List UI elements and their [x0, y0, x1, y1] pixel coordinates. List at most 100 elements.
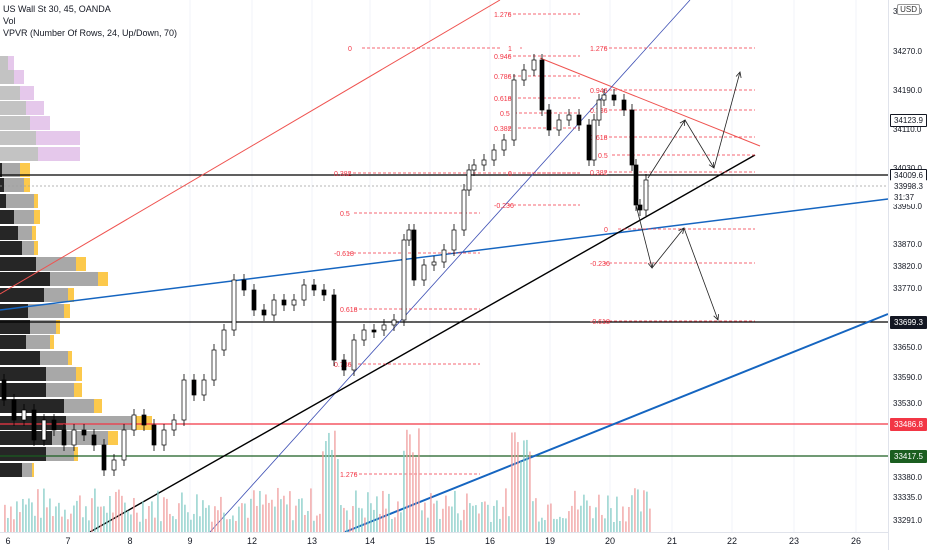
- volume-bar: [370, 503, 372, 532]
- vpvr-indicator-label[interactable]: VPVR (Number Of Rows, 24, Up/Down, 70): [3, 28, 178, 38]
- volume-bar: [127, 510, 129, 532]
- volume-bar: [121, 495, 123, 532]
- volume-bar: [25, 504, 27, 532]
- volume-bar: [109, 495, 111, 532]
- volume-bar: [268, 502, 270, 532]
- time-tick-label: 23: [788, 536, 800, 546]
- volume-bar: [595, 507, 597, 532]
- volume-bar: [301, 498, 303, 532]
- price-tag: 34123.9: [890, 114, 927, 127]
- rising-black-line: [89, 154, 756, 533]
- candle-body: [411, 229, 417, 281]
- volume-bar: [274, 506, 276, 532]
- volume-bar: [169, 513, 171, 532]
- volume-bar: [556, 519, 558, 532]
- volume-bar: [148, 506, 150, 532]
- candle-body: [501, 139, 507, 151]
- fib-level-label: 0.382: [494, 126, 512, 133]
- volume-bar: [550, 503, 552, 532]
- volume-bar: [547, 504, 549, 532]
- volume-bar: [76, 500, 78, 532]
- candle-body: [91, 434, 97, 446]
- volume-bar: [310, 488, 312, 532]
- vp-bar: [74, 447, 78, 461]
- volume-bar: [217, 510, 219, 532]
- volume-bar: [286, 504, 288, 532]
- volume-bar: [502, 506, 504, 532]
- volume-bar: [364, 517, 366, 532]
- fib-level-label: 0.618: [340, 307, 358, 314]
- candle-body: [401, 239, 407, 321]
- volume-bar: [439, 518, 441, 532]
- candle-body: [511, 79, 517, 141]
- currency-label[interactable]: USD: [897, 4, 920, 15]
- volume-bar: [628, 506, 630, 532]
- volume-bar: [391, 518, 393, 532]
- candle-body: [431, 261, 437, 266]
- symbol-title[interactable]: US Wall St 30, 45, OANDA: [3, 4, 111, 14]
- candle-body: [351, 339, 357, 371]
- vol-indicator-label[interactable]: Vol: [3, 16, 16, 26]
- time-tick-label: 26: [850, 536, 862, 546]
- volume-bar: [562, 518, 564, 532]
- volume-bar: [271, 499, 273, 532]
- candle-body: [601, 94, 607, 101]
- volume-bar: [373, 509, 375, 532]
- candle-body: [421, 264, 427, 281]
- fib-level-label: 1.276: [494, 12, 512, 19]
- candle-body: [221, 329, 227, 351]
- candle-body: [101, 444, 107, 471]
- vp-bar: [24, 178, 30, 192]
- candle-body: [321, 289, 327, 296]
- candle-body: [231, 279, 237, 331]
- volume-bar: [10, 506, 12, 532]
- time-tick-label: 8: [127, 536, 133, 546]
- fib-level-label: 0: [604, 227, 608, 234]
- volume-bar: [253, 490, 255, 532]
- vp-bar: [32, 463, 34, 477]
- time-axis[interactable]: 6 7 8 9 12 13 14 15 16 19 20 21 22 23 26: [0, 532, 888, 550]
- volume-bar: [643, 490, 645, 532]
- volume-bar: [421, 510, 423, 532]
- volume-bar: [412, 452, 414, 532]
- vp-bar: [64, 399, 94, 413]
- volume-bar: [589, 505, 591, 532]
- vp-bar: [22, 463, 32, 477]
- vp-bar: [50, 272, 98, 286]
- volume-bar: [178, 503, 180, 532]
- volume-bar: [31, 502, 33, 532]
- vp-bar: [0, 241, 22, 255]
- volume-bar: [64, 509, 66, 532]
- volume-bar: [28, 498, 30, 532]
- candle-body: [643, 179, 649, 211]
- vp-bar: [20, 163, 30, 177]
- fib-level-label: 0.946: [590, 88, 608, 95]
- volume-bar: [400, 512, 402, 532]
- volume-bar: [172, 516, 174, 532]
- volume-bar: [538, 521, 540, 532]
- candle-body: [611, 94, 617, 101]
- volume-bar: [193, 513, 195, 532]
- vp-bar: [22, 241, 34, 255]
- volume-bar: [451, 506, 453, 532]
- volume-bar: [340, 505, 342, 532]
- volume-bar: [163, 497, 165, 532]
- volume-bar: [487, 504, 489, 532]
- volume-bar: [289, 491, 291, 532]
- price-tick-label: 33950.0: [893, 202, 922, 211]
- candle-body: [61, 429, 67, 446]
- vp-bar: [0, 431, 52, 445]
- candle-body: [21, 409, 27, 421]
- price-axis[interactable]: 34350.034270.034190.034110.034030.033950…: [888, 0, 932, 550]
- volume-bar: [646, 491, 648, 532]
- volume-bar: [610, 508, 612, 532]
- volume-bar: [232, 515, 234, 532]
- vp-bar: [0, 131, 36, 145]
- volume-bar: [70, 513, 72, 532]
- volume-bar: [211, 521, 213, 532]
- fib-level-label: 1.276: [340, 472, 358, 479]
- fib-level-label: 0.618: [494, 96, 512, 103]
- candle-body: [637, 204, 643, 211]
